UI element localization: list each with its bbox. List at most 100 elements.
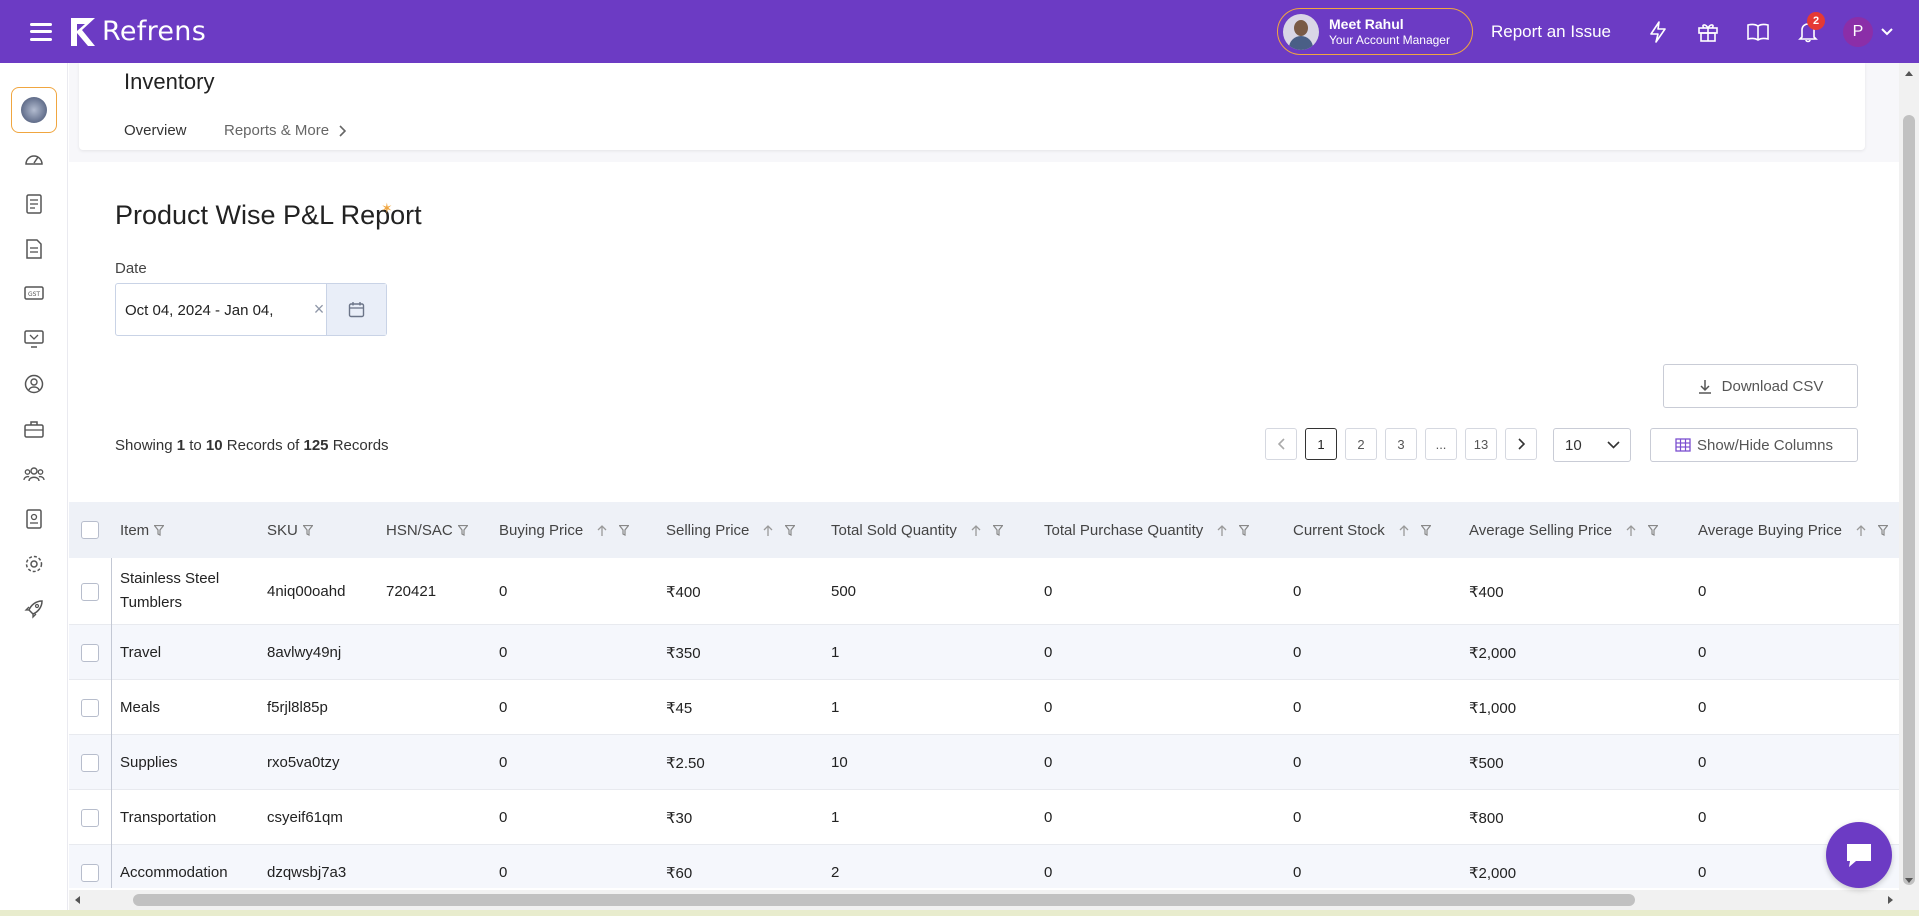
cell-current-stock: 0 — [1293, 809, 1302, 826]
sort-up-icon — [597, 524, 607, 537]
cell-buying-price: 0 — [499, 644, 508, 661]
dashboard-icon[interactable] — [22, 147, 46, 171]
page-header: Inventory Overview Reports & More — [79, 63, 1865, 150]
filter-icon — [1239, 525, 1250, 536]
page-3[interactable]: 3 — [1385, 428, 1417, 460]
menu-icon[interactable] — [30, 22, 52, 41]
favorite-star-icon[interactable]: ✶ — [381, 200, 393, 216]
row-divider — [111, 790, 112, 845]
vertical-scroll-thumb[interactable] — [1903, 115, 1915, 885]
page-size-select[interactable]: 10 — [1553, 428, 1631, 462]
column-header-hsn-sac[interactable]: HSN/SAC — [386, 522, 468, 539]
select-all-checkbox[interactable] — [81, 521, 99, 539]
records-summary: Showing 1 to 10 Records of 125 Records — [115, 437, 389, 454]
table-row[interactable]: Supplies rxo5va0tzy 0 ₹2.50 10 0 0 ₹500 0 — [69, 735, 1899, 790]
cell-sku: rxo5va0tzy — [267, 754, 340, 771]
next-page-icon[interactable] — [1505, 428, 1537, 460]
user-avatar[interactable]: P — [1843, 16, 1873, 47]
user-icon[interactable] — [22, 372, 46, 396]
prev-page-icon[interactable] — [1265, 428, 1297, 460]
horizontal-scroll-thumb[interactable] — [133, 894, 1635, 906]
row-checkbox[interactable] — [81, 583, 99, 601]
organization-logo[interactable] — [10, 87, 57, 133]
chat-support-icon[interactable] — [1826, 822, 1892, 888]
account-manager-pill[interactable]: Meet Rahul Your Account Manager — [1277, 8, 1473, 55]
cell-current-stock: 0 — [1293, 583, 1302, 600]
row-checkbox[interactable] — [81, 754, 99, 772]
scroll-right-icon[interactable] — [1887, 896, 1893, 904]
page-13[interactable]: 13 — [1465, 428, 1497, 460]
cell-total-sold-quantity: 10 — [831, 754, 848, 771]
clear-icon[interactable]: × — [313, 299, 325, 319]
row-checkbox[interactable] — [81, 644, 99, 662]
rocket-icon[interactable] — [22, 597, 46, 621]
tab-reports-more[interactable]: Reports & More — [224, 122, 347, 139]
page-2[interactable]: 2 — [1345, 428, 1377, 460]
scroll-left-icon[interactable] — [75, 896, 81, 904]
lightning-icon[interactable] — [1643, 17, 1673, 47]
cell-average-buying-price: 0 — [1698, 583, 1707, 600]
monitor-icon[interactable] — [22, 327, 46, 351]
bell-icon[interactable]: 2 — [1793, 11, 1825, 47]
row-checkbox[interactable] — [81, 809, 99, 827]
invoice-icon[interactable] — [22, 237, 46, 261]
column-header-average-selling-price[interactable]: Average Selling Price — [1469, 522, 1659, 539]
records-word: Records — [226, 437, 283, 454]
column-header-selling-price[interactable]: Selling Price — [666, 522, 796, 539]
sort-up-icon — [1626, 524, 1636, 537]
gift-icon[interactable] — [1693, 17, 1723, 47]
document-icon[interactable] — [22, 192, 46, 216]
cell-average-selling-price: ₹400 — [1469, 584, 1504, 601]
table-row[interactable]: Meals f5rjl8l85p 0 ₹45 1 0 0 ₹1,000 0 — [69, 680, 1899, 735]
book-icon[interactable] — [1743, 17, 1773, 47]
cell-buying-price: 0 — [499, 754, 508, 771]
cell-sku: 4niq00oahd — [267, 583, 346, 600]
page-ellipsis[interactable]: ... — [1425, 428, 1457, 460]
date-range-input[interactable]: Oct 04, 2024 - Jan 04, — [125, 302, 274, 319]
id-card-icon[interactable] — [22, 507, 46, 531]
date-range-picker[interactable]: Oct 04, 2024 - Jan 04, × — [115, 283, 387, 336]
column-header-item[interactable]: Item — [120, 522, 165, 539]
team-icon[interactable] — [22, 462, 46, 486]
column-header-average-buying-price[interactable]: Average Buying Price — [1698, 522, 1888, 539]
cell-item: Meals — [120, 699, 161, 716]
scroll-down-icon[interactable] — [1905, 877, 1913, 883]
row-checkbox[interactable] — [81, 699, 99, 717]
main-area: Inventory Overview Reports & More Produc… — [69, 63, 1899, 916]
page-1[interactable]: 1 — [1305, 428, 1337, 460]
table-row[interactable]: Transportation csyeif61qm 0 ₹30 1 0 0 ₹800 0 — [69, 790, 1899, 845]
cell-average-buying-price: 0 — [1698, 864, 1707, 881]
calendar-icon[interactable] — [326, 284, 386, 335]
column-header-sku[interactable]: SKU — [267, 522, 313, 539]
records-prefix: Showing — [115, 437, 173, 454]
filter-icon — [992, 525, 1003, 536]
column-header-current-stock[interactable]: Current Stock — [1293, 522, 1431, 539]
pagination: 1 2 3 ... 13 — [69, 428, 1899, 460]
briefcase-icon[interactable] — [22, 417, 46, 441]
brand-logo[interactable]: Refrens — [68, 16, 206, 48]
gst-icon[interactable]: GST — [22, 282, 46, 306]
table-row[interactable]: Travel 8avlwy49nj 0 ₹350 1 0 0 ₹2,000 0 — [69, 625, 1899, 680]
cell-average-selling-price: ₹1,000 — [1469, 700, 1517, 717]
table-row[interactable]: Stainless Steel Tumblers 4niq00oahd 720421… — [69, 558, 1899, 625]
cell-total-sold-quantity: 500 — [831, 583, 857, 600]
filter-icon — [457, 525, 468, 536]
report-title: Product Wise P&L Report — [115, 200, 422, 230]
report-issue-link[interactable]: Report an Issue — [1490, 21, 1611, 41]
download-icon — [1698, 379, 1711, 394]
row-checkbox[interactable] — [81, 864, 99, 882]
settings-icon[interactable] — [22, 552, 46, 576]
vertical-scrollbar[interactable] — [1899, 63, 1919, 910]
column-header-total-sold-quantity[interactable]: Total Sold Quantity — [831, 522, 1003, 539]
column-header-total-purchase-quantity[interactable]: Total Purchase Quantity — [1044, 522, 1250, 539]
tab-overview[interactable]: Overview — [124, 122, 187, 139]
horizontal-scrollbar[interactable] — [69, 890, 1899, 910]
download-csv-label: Download CSV — [1721, 377, 1824, 395]
scroll-up-icon[interactable] — [1905, 71, 1913, 77]
table-row[interactable]: Accommodation dzqwsbj7a3 0 ₹60 2 0 0 ₹2,000 0 — [69, 845, 1899, 888]
show-hide-columns-label: Show/Hide Columns — [1697, 436, 1833, 454]
show-hide-columns-button[interactable]: Show/Hide Columns — [1650, 428, 1858, 462]
column-header-buying-price[interactable]: Buying Price — [499, 522, 630, 539]
chevron-down-icon[interactable] — [1881, 27, 1893, 36]
download-csv-button[interactable]: Download CSV — [1663, 364, 1858, 408]
